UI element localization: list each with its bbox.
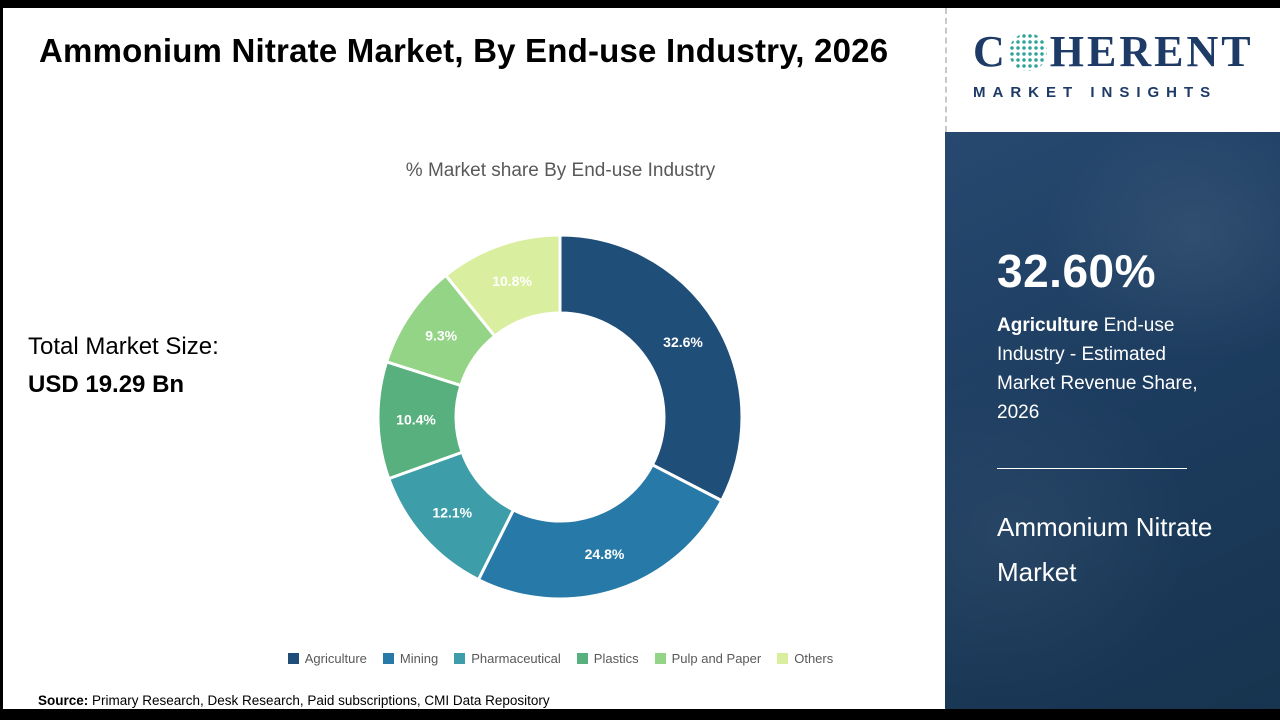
legend-item-pulp-and-paper: Pulp and Paper	[654, 651, 762, 666]
donut-segment-label: 9.3%	[425, 328, 457, 344]
highlight-description-bold: Agriculture	[997, 315, 1099, 336]
legend-marker	[382, 653, 394, 664]
source-text: Primary Research, Desk Research, Paid su…	[88, 693, 550, 708]
donut-segment-label: 12.1%	[432, 505, 472, 521]
chart-legend: Agriculture Mining Pharmaceutical Plastics P…	[173, 651, 948, 666]
donut-chart-svg: 32.6% 24.8% 12.1% 10.4% 9.3% 10.8%	[376, 233, 744, 601]
legend-marker	[777, 653, 789, 664]
source-line: Source: Primary Research, Desk Research,…	[38, 693, 550, 708]
legend-item-mining: Mining	[382, 651, 439, 666]
legend-label: Pharmaceutical	[471, 651, 561, 666]
donut-segment-agriculture	[558, 233, 744, 503]
donut-segment-label: 32.6%	[663, 334, 703, 350]
donut-segment-mining	[476, 463, 724, 601]
legend-item-plastics: Plastics	[576, 651, 639, 666]
dotted-globe-icon	[1008, 33, 1047, 71]
logo-letters-rest: HERENT	[1049, 27, 1254, 76]
chart-subtitle: % Market share By End-use Industry	[405, 160, 716, 181]
total-market-size-label: Total Market Size:	[28, 333, 219, 360]
total-market-size-block: Total Market Size: USD 19.29 Bn	[28, 328, 308, 405]
total-market-size-value: USD 19.29 Bn	[28, 371, 185, 399]
donut-segment-label: 10.8%	[492, 273, 532, 289]
legend-item-pharmaceutical: Pharmaceutical	[454, 651, 561, 666]
legend-item-agriculture: Agriculture	[287, 651, 367, 666]
legend-marker	[654, 653, 666, 664]
legend-marker	[576, 653, 588, 664]
main-content-area: Ammonium Nitrate Market, By End-use Indu…	[3, 8, 945, 709]
legend-label: Mining	[399, 651, 439, 666]
highlight-percentage: 32.60%	[997, 245, 1157, 297]
highlight-description: Agriculture End-use Industry - Estimated…	[997, 312, 1205, 428]
legend-label: Agriculture	[304, 651, 367, 666]
legend-label: Pulp and Paper	[671, 651, 762, 666]
brand-logo: C HERENT MARKET INSIGHTS	[945, 8, 1280, 132]
source-label: Source:	[38, 693, 89, 708]
legend-label: Plastics	[593, 651, 639, 666]
donut-segment-others	[444, 233, 562, 338]
brand-tagline: MARKET INSIGHTS	[973, 84, 1218, 101]
sidebar: C HERENT MARKET INSIGHTS 32.60% Agricult…	[945, 8, 1280, 709]
logo-letter-c: C	[973, 27, 1008, 76]
highlight-description-rest: End-use Industry - Estimated Market Reve…	[997, 315, 1198, 423]
donut-chart: 32.6% 24.8% 12.1% 10.4% 9.3% 10.8%	[370, 227, 750, 607]
legend-item-others: Others	[777, 651, 833, 666]
legend-marker	[287, 653, 299, 664]
brand-logo-wordmark: C HERENT	[973, 30, 1280, 74]
donut-segment-label: 10.4%	[396, 412, 436, 428]
page-title: Ammonium Nitrate Market, By End-use Indu…	[39, 32, 889, 69]
legend-label: Others	[794, 651, 834, 666]
donut-segment-label: 24.8%	[585, 546, 625, 562]
highlight-panel: 32.60% Agriculture End-use Industry - Es…	[945, 132, 1280, 709]
report-market-name: Ammonium Nitrate Market	[997, 511, 1213, 588]
legend-marker	[454, 653, 466, 664]
panel-divider	[997, 467, 1187, 469]
